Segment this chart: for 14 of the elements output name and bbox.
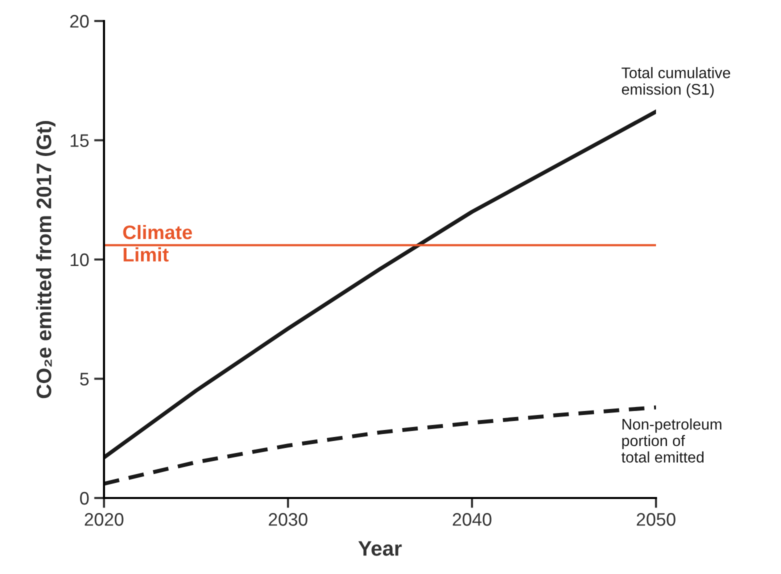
y-tick-label: 10 <box>70 253 89 266</box>
y-tick-label: 15 <box>70 134 89 147</box>
x-tick-label: 2050 <box>636 513 676 526</box>
x-tick-label: 2020 <box>84 513 124 526</box>
y-tick-label: 20 <box>70 14 89 28</box>
y-tick-label: 0 <box>80 492 89 505</box>
y-axis-title: CO₂e emitted from 2017 (Gt) <box>36 121 56 398</box>
x-tick-label: 2040 <box>452 513 492 526</box>
series-label: Non-petroleum portion of total emitted <box>622 418 722 463</box>
x-tick-label: 2030 <box>268 513 308 526</box>
series-label: Total cumulative emission (S1) <box>622 67 730 98</box>
ref-line-label: Climate Limit <box>123 224 192 262</box>
x-axis-title: Year <box>358 541 402 556</box>
y-tick-label: 5 <box>80 372 89 386</box>
